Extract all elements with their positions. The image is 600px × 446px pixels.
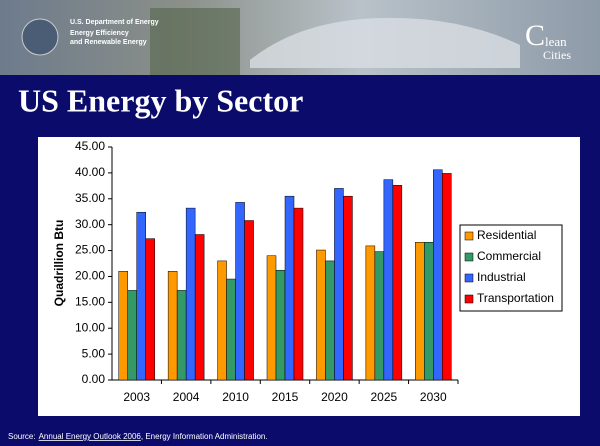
x-tick-label: 2020 <box>321 390 348 404</box>
y-tick-label: 30.00 <box>75 217 105 231</box>
x-tick-label: 2030 <box>420 390 447 404</box>
logo: lean <box>545 34 567 49</box>
page: U.S. Department of Energy Energy Efficie… <box>0 0 600 446</box>
bar <box>245 221 254 380</box>
x-tick-label: 2015 <box>272 390 299 404</box>
bar <box>433 170 442 380</box>
bar <box>218 261 227 380</box>
y-tick-label: 40.00 <box>75 165 105 179</box>
agency: U.S. Department of Energy <box>70 19 159 26</box>
office: and Renewable Energy <box>70 39 147 46</box>
bar <box>146 239 155 380</box>
y-tick-label: 35.00 <box>75 191 105 205</box>
bar <box>366 246 375 380</box>
y-tick-label: 15.00 <box>75 295 105 309</box>
chart-title: US Energy by Sector <box>18 82 303 118</box>
source-prefix: Source: <box>8 432 36 441</box>
bar <box>343 196 352 380</box>
y-tick-label: 5.00 <box>82 346 106 360</box>
x-tick-label: 2004 <box>173 390 200 404</box>
bar <box>316 250 325 380</box>
logo: Cities <box>543 48 571 62</box>
bar <box>393 185 402 380</box>
office: Energy Efficiency <box>70 30 129 37</box>
bar <box>236 202 245 380</box>
seal <box>22 19 58 55</box>
y-tick-label: 25.00 <box>75 243 105 257</box>
y-tick-label: 10.00 <box>75 320 105 334</box>
source-rest: , Energy Information Administration. <box>141 432 268 441</box>
bar <box>415 242 424 380</box>
bar <box>128 290 137 380</box>
x-tick-label: 2010 <box>222 390 249 404</box>
source-link[interactable]: Annual Energy Outlook 2006 <box>39 432 142 441</box>
bar <box>334 188 343 380</box>
bar <box>424 242 433 380</box>
bar <box>267 256 276 380</box>
y-axis-label: Quadrillion Btu <box>52 220 66 307</box>
source: Source:Annual Energy Outlook 2006, Energ… <box>8 432 268 441</box>
bar <box>186 208 195 380</box>
x-tick-label: 2003 <box>123 390 150 404</box>
bar <box>276 270 285 380</box>
x-tick-label: 2025 <box>371 390 398 404</box>
bar <box>168 271 177 380</box>
logo: C <box>525 19 545 52</box>
bar <box>294 208 303 380</box>
legend-label: Commercial <box>477 249 541 263</box>
bar <box>285 196 294 380</box>
legend-label: Residential <box>477 228 536 242</box>
bar <box>177 290 186 380</box>
legend-swatch <box>465 253 473 261</box>
legend-label: Industrial <box>477 270 526 284</box>
legend-swatch <box>465 295 473 303</box>
bar <box>195 235 204 380</box>
y-tick-label: 0.00 <box>82 372 106 386</box>
bar <box>442 173 451 380</box>
legend-swatch <box>465 232 473 240</box>
legend-swatch <box>465 274 473 282</box>
slide: U.S. Department of Energy Energy Efficie… <box>0 0 600 446</box>
bar <box>384 180 393 380</box>
legend-label: Transportation <box>477 291 554 305</box>
bar <box>325 261 334 380</box>
y-tick-label: 45.00 <box>75 139 105 153</box>
bar <box>227 279 236 380</box>
banner-image <box>150 8 240 75</box>
bar <box>119 271 128 380</box>
bar <box>137 212 146 380</box>
bar <box>375 252 384 380</box>
y-tick-label: 20.00 <box>75 269 105 283</box>
